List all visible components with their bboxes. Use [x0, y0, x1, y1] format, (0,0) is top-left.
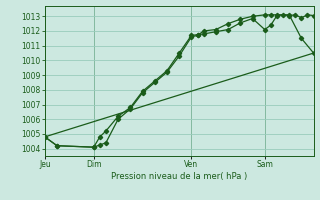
X-axis label: Pression niveau de la mer( hPa ): Pression niveau de la mer( hPa ): [111, 172, 247, 181]
